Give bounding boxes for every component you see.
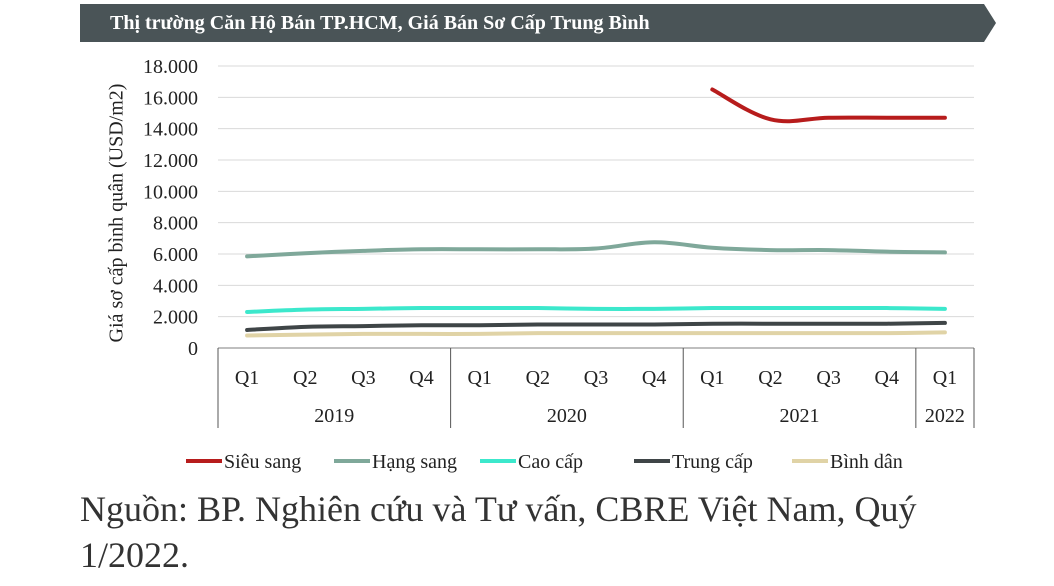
series-line-1: [710, 87, 947, 124]
line-chart: 0 2.000 4.000 6.000 8.000 10.000 12.000 14.000 1…: [106, 56, 975, 473]
x-tick-label: Q3: [351, 367, 375, 389]
x-tick-label: Q4: [875, 367, 899, 389]
series-lines: [245, 87, 947, 338]
x-tick-label: Q3: [816, 367, 840, 389]
y-tick-label: 14.000: [143, 119, 198, 141]
x-year-label: 2020: [547, 405, 587, 427]
y-axis-ticks: 0 2.000 4.000 6.000 8.000 10.000 12.000 14.000 1…: [143, 56, 198, 360]
legend-label: Bình dân: [830, 451, 903, 473]
x-tick-label: Q3: [584, 367, 608, 389]
y-axis-label: Giá sơ cấp bình quân (USD/m2): [106, 84, 128, 343]
legend: Siêu sang Hạng sang Cao cấp Trung cấp Bình d…: [186, 451, 903, 473]
x-tick-label: Q1: [235, 367, 259, 389]
series-line-5: [245, 330, 947, 338]
x-tick-label: Q2: [526, 367, 550, 389]
x-year-label: 2022: [925, 405, 965, 427]
legend-label: Siêu sang: [224, 451, 301, 473]
series-line-2: [245, 240, 947, 259]
chart-title-banner: [80, 4, 996, 42]
x-year-label: 2019: [314, 405, 354, 427]
y-tick-label: 8.000: [153, 213, 198, 235]
x-tick-label: Q2: [758, 367, 782, 389]
x-tick-label: Q1: [933, 367, 957, 389]
legend-label: Trung cấp: [672, 451, 753, 473]
y-tick-label: 10.000: [143, 181, 198, 203]
y-tick-label: 0: [188, 338, 198, 360]
series-line-4: [245, 320, 947, 332]
legend-label: Hạng sang: [372, 451, 457, 473]
x-tick-label: Q4: [642, 367, 666, 389]
legend-label: Cao cấp: [518, 451, 583, 473]
y-tick-label: 6.000: [153, 244, 198, 266]
x-tick-label: Q4: [409, 367, 433, 389]
x-tick-label: Q1: [467, 367, 491, 389]
y-tick-label: 16.000: [143, 87, 198, 109]
gridlines: [218, 65, 974, 318]
x-tick-label: Q1: [700, 367, 724, 389]
y-tick-label: 4.000: [153, 275, 198, 297]
x-year-label: 2021: [780, 405, 820, 427]
x-tick-label: Q2: [293, 367, 317, 389]
y-tick-label: 12.000: [143, 150, 198, 172]
chart-title: Thị trường Căn Hộ Bán TP.HCM, Giá Bán Sơ…: [110, 12, 650, 34]
source-note: Nguồn: BP. Nghiên cứu và Tư vấn, CBRE Vi…: [80, 489, 917, 575]
x-axis: Q1 Q2 Q3 Q4 Q1 Q2 Q3 Q4 Q1 Q2 Q3 Q4 Q1 2019 2020 2021 20…: [217, 347, 975, 428]
y-tick-label: 2.000: [153, 307, 198, 329]
series-line-3: [245, 305, 947, 314]
y-tick-label: 18.000: [143, 56, 198, 78]
